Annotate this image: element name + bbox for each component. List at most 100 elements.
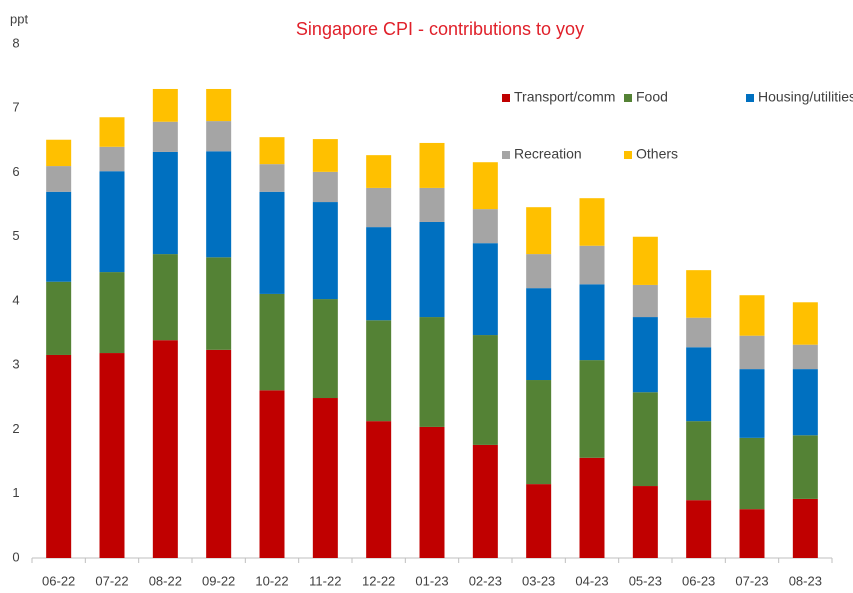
bar-segment <box>632 486 658 558</box>
bar-segment <box>579 457 605 558</box>
bar-segment <box>206 88 232 122</box>
bar-segment <box>686 347 712 422</box>
bar-segment <box>686 500 712 558</box>
bar-segment <box>632 236 658 285</box>
bar-segment <box>152 340 178 558</box>
x-tick-label: 03-23 <box>522 573 555 588</box>
bar-segment <box>739 335 765 370</box>
bar-segment <box>579 198 605 246</box>
bar-segment <box>259 164 285 192</box>
legend-label: Housing/utilities <box>758 89 853 105</box>
legend-label: Recreation <box>514 146 582 162</box>
bar-segment <box>152 88 178 122</box>
legend-swatch <box>746 94 754 102</box>
bar-segment <box>206 151 232 258</box>
bar-segment <box>792 344 818 370</box>
y-tick-label: 2 <box>12 421 19 436</box>
legend-label: Others <box>636 146 678 162</box>
bar-segment <box>366 320 392 422</box>
bar-segment <box>46 281 72 355</box>
bar-segment <box>792 435 818 499</box>
bar-segment <box>739 509 765 558</box>
bar-segment <box>312 171 338 203</box>
bar-segment <box>46 191 72 282</box>
chart-title: Singapore CPI - contributions to yoy <box>296 19 584 39</box>
bar-segment <box>632 284 658 318</box>
y-tick-label: 6 <box>12 164 19 179</box>
x-tick-label: 08-23 <box>789 573 822 588</box>
bar-segment <box>739 295 765 336</box>
x-tick-label: 09-22 <box>202 573 235 588</box>
legend-swatch <box>624 151 632 159</box>
bar-segment <box>312 202 338 300</box>
bar-segment <box>206 121 232 152</box>
bar-segment <box>579 284 605 361</box>
bar-segment <box>99 272 125 354</box>
x-tick-label: 01-23 <box>415 573 448 588</box>
y-tick-label: 7 <box>12 100 19 115</box>
bar-segment <box>366 227 392 321</box>
bar-segment <box>366 155 392 188</box>
x-tick-label: 07-22 <box>95 573 128 588</box>
bar-segment <box>259 191 285 294</box>
bar-segment <box>99 353 125 558</box>
bar-segment <box>792 369 818 436</box>
bar-segment <box>686 270 712 318</box>
bar-segment <box>472 335 498 445</box>
x-tick-label: 05-23 <box>629 573 662 588</box>
x-tick-label: 12-22 <box>362 573 395 588</box>
x-tick-label: 06-23 <box>682 573 715 588</box>
bar-segment <box>206 257 232 350</box>
bar-segment <box>632 392 658 487</box>
bar-segment <box>419 426 445 558</box>
bar-segment <box>366 421 392 558</box>
y-tick-label: 5 <box>12 228 19 243</box>
bar-segment <box>472 243 498 336</box>
y-tick-label: 1 <box>12 485 19 500</box>
bar-segment <box>632 317 658 393</box>
x-tick-label: 10-22 <box>255 573 288 588</box>
bar-segment <box>739 369 765 438</box>
bar-segment <box>472 162 498 210</box>
x-tick-label: 11-22 <box>309 573 341 588</box>
bar-segment <box>46 166 72 192</box>
bar-segment <box>152 151 178 255</box>
legend-swatch <box>502 94 510 102</box>
bar-segment <box>472 444 498 558</box>
bar-segment <box>579 360 605 458</box>
bar-segment <box>526 207 552 255</box>
bar-segment <box>152 254 178 341</box>
legend-label: Food <box>636 89 668 105</box>
legend-label: Transport/comm <box>514 89 615 105</box>
legend-swatch <box>624 94 632 102</box>
bar-segment <box>99 171 125 273</box>
bar-segment <box>99 117 125 147</box>
bar-segment <box>206 349 232 558</box>
bar-segment <box>312 139 338 172</box>
bar-segment <box>686 317 712 348</box>
bar-segment <box>366 187 392 228</box>
bar-segment <box>312 299 338 399</box>
bar-segment <box>579 245 605 285</box>
bar-segment <box>259 293 285 391</box>
bar-segment <box>526 288 552 381</box>
bar-segment <box>419 142 445 188</box>
bar-segment <box>46 139 72 167</box>
bar-segment <box>46 354 72 558</box>
bar-segment <box>686 421 712 501</box>
bar-segment <box>526 254 552 289</box>
legend-swatch <box>502 151 510 159</box>
bar-segment <box>739 437 765 510</box>
x-tick-label: 07-23 <box>735 573 768 588</box>
bar-segment <box>792 302 818 345</box>
bar-segment <box>99 146 125 172</box>
y-tick-label: 4 <box>12 292 19 307</box>
bar-segment <box>259 390 285 558</box>
bar-segment <box>526 484 552 558</box>
bar-segment <box>419 317 445 427</box>
bar-segment <box>259 137 285 165</box>
bar-segment <box>472 209 498 244</box>
x-tick-label: 04-23 <box>575 573 608 588</box>
x-tick-label: 08-22 <box>149 573 182 588</box>
